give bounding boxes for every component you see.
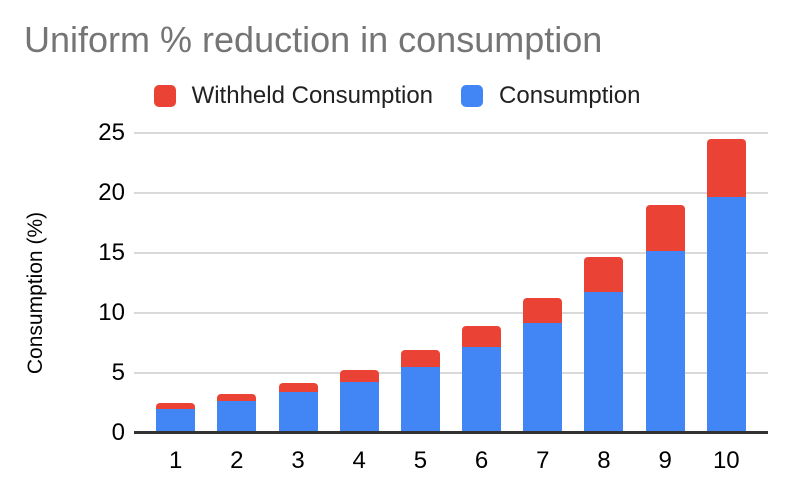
bar-10-segment-withheld	[706, 139, 746, 197]
bar-7	[523, 297, 563, 432]
x-tick-label-8: 8	[597, 447, 611, 474]
y-tick-label-0: 0	[111, 419, 125, 446]
y-tick-label-10: 10	[98, 299, 125, 326]
x-tick-label-6: 6	[474, 447, 489, 474]
bar-1	[156, 403, 196, 432]
bar-6-segment-consumption	[462, 346, 502, 432]
bar-4-segment-withheld	[339, 369, 379, 382]
bar-8-segment-consumption	[584, 291, 624, 432]
bar-7-segment-consumption	[523, 322, 563, 432]
bar-10	[706, 139, 746, 432]
y-tick-label-5: 5	[111, 359, 125, 386]
chart-title: Uniform % reduction in consumption	[24, 19, 603, 60]
y-tick-label-25: 25	[98, 119, 125, 146]
bar-3-segment-withheld	[278, 382, 318, 393]
gridline-y-25	[134, 132, 768, 134]
bar-2-segment-consumption	[217, 400, 257, 432]
y-tick-label-20: 20	[98, 179, 125, 206]
bar-1-segment-withheld	[156, 403, 196, 410]
x-tick-label-9: 9	[658, 447, 672, 474]
legend-swatch-withheld-icon	[153, 85, 176, 107]
legend-entry-consumption: Consumption	[461, 82, 640, 110]
gridline-y-15	[134, 252, 768, 254]
gridline-y-20	[134, 192, 768, 194]
x-tick-label-3: 3	[291, 447, 305, 474]
bar-5-segment-withheld	[400, 350, 440, 368]
gridline-y-10	[134, 312, 768, 314]
legend-label-consumption: Consumption	[499, 82, 641, 109]
x-tick-label-5: 5	[413, 447, 428, 474]
bar-9	[645, 205, 685, 432]
bar-8-segment-withheld	[584, 256, 624, 292]
plot-area	[134, 132, 768, 434]
legend-entry-withheld: Withheld Consumption	[153, 82, 434, 110]
x-tick-label-1: 1	[168, 447, 183, 474]
bar-8	[584, 256, 624, 432]
bar-2	[217, 393, 257, 432]
x-tick-label-7: 7	[536, 447, 550, 474]
legend-swatch-consumption-icon	[461, 85, 484, 107]
x-axis-line	[134, 431, 768, 434]
bar-1-segment-consumption	[156, 409, 196, 432]
gridline-y-5	[134, 372, 768, 374]
legend-label-withheld: Withheld Consumption	[191, 82, 434, 109]
bar-6	[462, 326, 502, 432]
bar-5-segment-consumption	[400, 367, 440, 432]
x-tick-label-10: 10	[712, 447, 740, 474]
bar-5	[400, 350, 440, 432]
bar-6-segment-withheld	[462, 326, 502, 347]
bar-3	[278, 382, 318, 432]
bar-10-segment-consumption	[706, 196, 746, 432]
y-tick-label-15: 15	[98, 239, 125, 266]
bar-4	[339, 369, 379, 432]
bar-2-segment-withheld	[217, 393, 257, 401]
x-tick-label-2: 2	[230, 447, 244, 474]
bar-9-segment-withheld	[645, 205, 685, 251]
legend: Withheld Consumption Consumption	[0, 82, 794, 110]
bar-3-segment-consumption	[278, 392, 318, 432]
bar-9-segment-consumption	[645, 250, 685, 432]
y-axis-title: Consumption (%)	[24, 211, 47, 375]
bar-7-segment-withheld	[523, 297, 563, 323]
x-tick-label-4: 4	[352, 447, 366, 474]
bar-4-segment-consumption	[339, 381, 379, 432]
